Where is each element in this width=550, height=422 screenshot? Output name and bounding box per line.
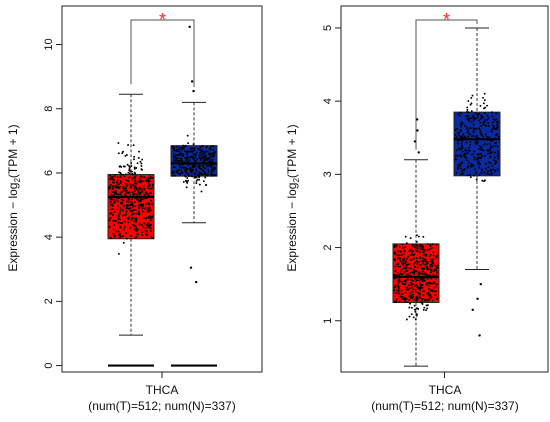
- y-tick-label: 4: [322, 98, 334, 104]
- plot-frame: [61, 5, 263, 373]
- significance-bracket: [130, 19, 195, 88]
- box-T: [107, 93, 155, 367]
- box-T: [392, 118, 440, 367]
- y-tick-label: 2: [322, 244, 334, 250]
- outlier-point: [416, 129, 419, 132]
- outlier-point: [479, 282, 482, 286]
- outlier-point: [194, 280, 198, 284]
- y-axis-label-subscript: 2: [292, 178, 301, 183]
- y-axis-label-suffix: (TPM + 1): [6, 124, 20, 178]
- outlier-point: [417, 151, 420, 154]
- category-label: THCA: [146, 383, 179, 397]
- y-axis-label: Expression − log2(TPM + 1): [6, 124, 22, 271]
- y-tick-label: 6: [43, 170, 55, 176]
- y-tick-label: 1: [322, 318, 334, 324]
- category-subtitle: (num(T)=512; num(N)=337): [88, 399, 235, 413]
- y-tick-label: 10: [43, 38, 55, 50]
- box-iqr: [107, 174, 155, 240]
- significance-star: *: [443, 10, 450, 30]
- category-subtitle: (num(T)=512; num(N)=337): [371, 399, 518, 413]
- outlier-point: [478, 334, 481, 337]
- chart-panel-left: Expression − log2(TPM + 1) THCA (num(T)=…: [6, 5, 263, 413]
- significance-star: *: [159, 10, 166, 30]
- outlier-point: [471, 308, 474, 311]
- y-axis-label-suffix: (TPM + 1): [285, 124, 299, 178]
- box-N: [453, 27, 501, 337]
- box-N: [170, 25, 218, 367]
- y-axis-label: Expression − log2(TPM + 1): [285, 124, 301, 271]
- sample-points: [454, 92, 500, 183]
- outlier-point: [189, 266, 193, 269]
- y-tick-label: 3: [322, 171, 334, 177]
- y-axis-label-prefix: Expression − log: [6, 183, 20, 272]
- chart-panel-right: Expression − log2(TPM + 1) THCA (num(T)=…: [285, 5, 549, 413]
- y-tick-label: 4: [43, 234, 55, 240]
- outlier-point: [190, 80, 194, 83]
- outlier-point: [188, 25, 191, 29]
- category-label: THCA: [429, 383, 462, 397]
- significance-bracket: [415, 19, 478, 150]
- outlier-point: [416, 118, 419, 121]
- sample-points: [171, 134, 217, 193]
- outlier-point: [192, 89, 195, 93]
- sample-points: [393, 234, 439, 321]
- y-axis-label-subscript: 2: [13, 178, 22, 183]
- y-axis-label-prefix: Expression − log: [285, 183, 299, 272]
- plot-frame: [340, 5, 549, 373]
- outlier-point: [413, 140, 417, 143]
- y-tick-label: 0: [43, 363, 55, 369]
- y-tick-label: 5: [322, 25, 334, 31]
- outlier-point: [476, 297, 479, 300]
- y-tick-label: 8: [43, 106, 55, 112]
- sample-points: [108, 142, 154, 255]
- y-tick-label: 2: [43, 298, 55, 304]
